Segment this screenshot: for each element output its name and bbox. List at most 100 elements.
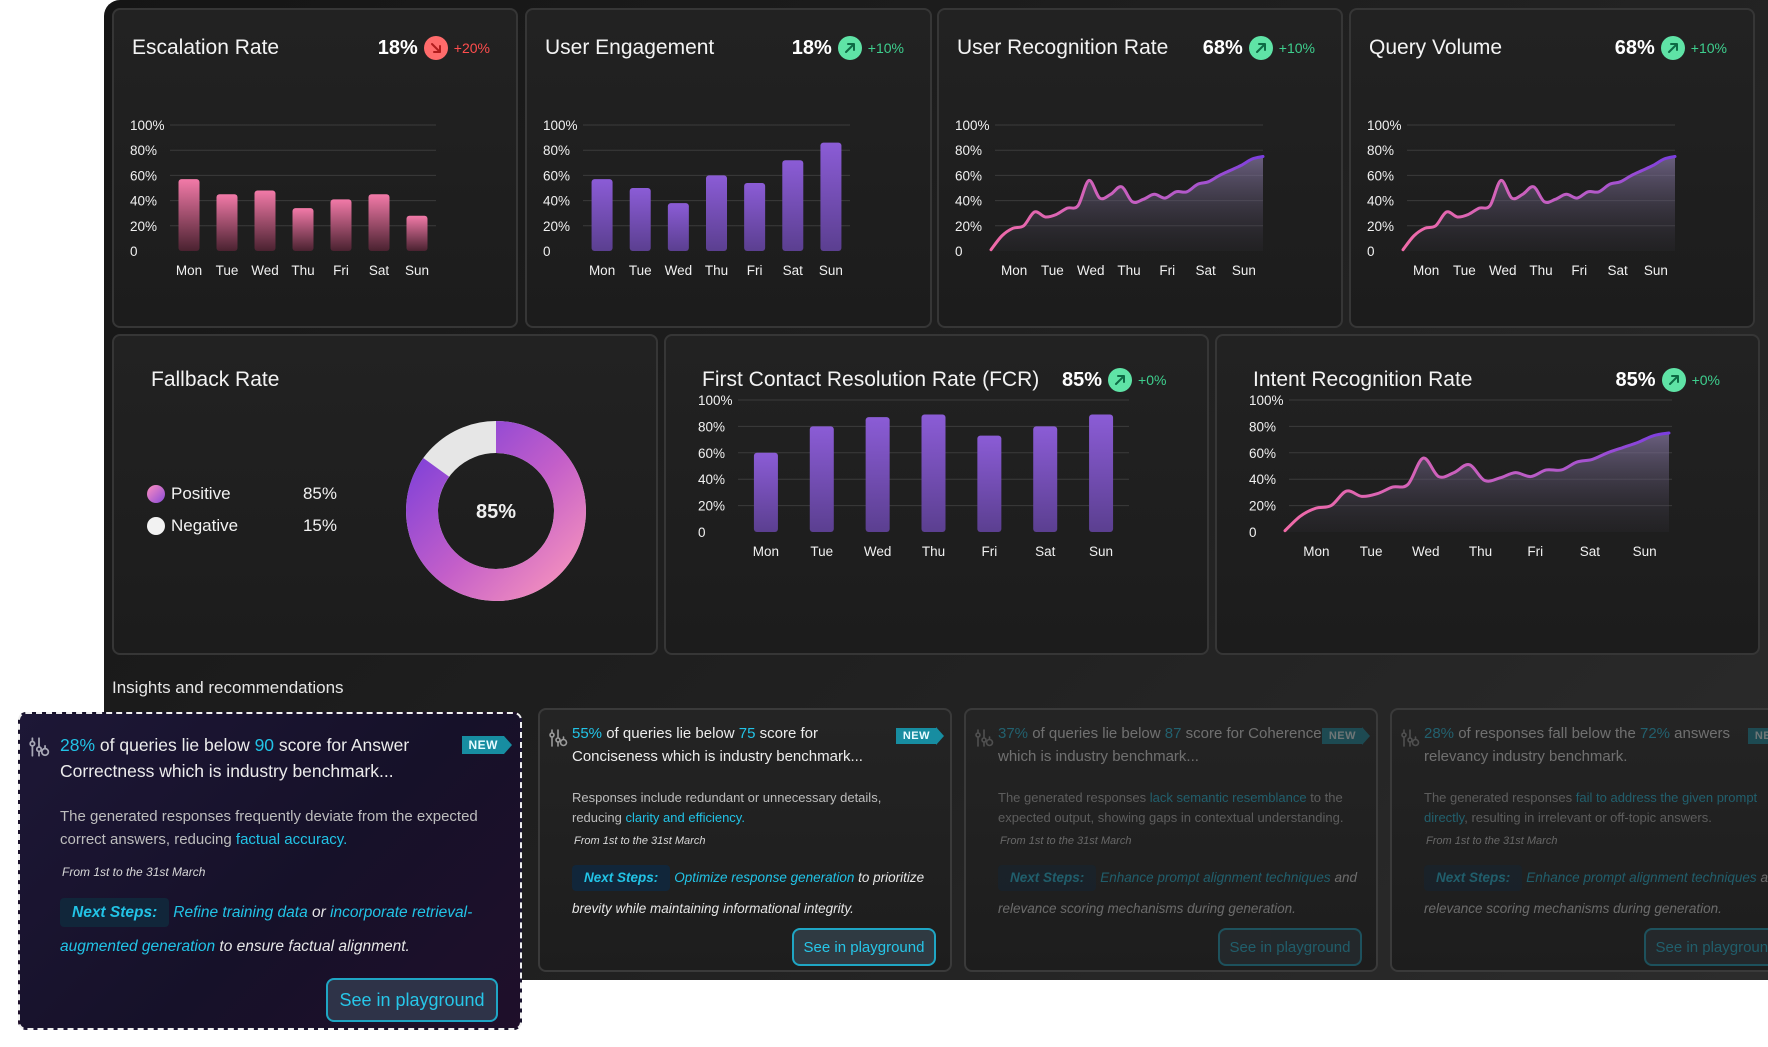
trend-text: +0% — [1691, 372, 1720, 388]
next-step-link[interactable]: Enhance prompt alignment techniques — [1100, 870, 1331, 885]
series-line — [989, 155, 1265, 252]
insight-headline: 55% of queries lie below 75 score for Co… — [572, 725, 863, 765]
y-tick-label: 80% — [1367, 143, 1394, 158]
y-tick-label: 0 — [1367, 244, 1375, 259]
new-badge: NEW — [895, 727, 944, 745]
fallback-rate-donut-chart: 85% — [406, 421, 586, 601]
trend-text: +10% — [1278, 40, 1315, 56]
insight-card-coherence[interactable]: 37% of queries lie below 87 score for Co… — [964, 708, 1378, 972]
metric-value: 68% — [1614, 36, 1655, 59]
x-tick-label: Wed — [864, 544, 892, 559]
insight-headline: 28% of responses fall below the 72% answ… — [1424, 725, 1731, 765]
x-tick-label: Fri — [1571, 263, 1587, 278]
x-tick-label: Tue — [1041, 263, 1064, 278]
insight-card-relevancy[interactable]: 28% of responses fall below the 72% answ… — [1390, 708, 1768, 972]
x-tick-label: Sat — [1607, 263, 1628, 278]
sliders-icon — [1400, 728, 1420, 753]
y-tick-label: 80% — [130, 143, 157, 158]
x-tick-label: Wed — [1412, 544, 1440, 559]
insight-description: The generated responses lack semantic re… — [998, 790, 1344, 825]
insight-date-range: From 1st to the 31st March — [574, 835, 706, 847]
y-tick-label: 0 — [1249, 525, 1257, 540]
bar — [254, 190, 276, 251]
legend-value: 15% — [302, 516, 337, 535]
x-tick-label: Sun — [1633, 544, 1657, 559]
positive-swatch-icon — [147, 485, 165, 503]
y-tick-label: 100% — [543, 118, 578, 133]
y-tick-label: 80% — [955, 143, 982, 158]
y-tick-label: 40% — [130, 194, 157, 209]
x-tick-label: Tue — [810, 544, 833, 559]
series-line — [1283, 431, 1671, 533]
x-tick-label: Sat — [369, 263, 390, 278]
next-step-link[interactable]: Refine training data — [173, 904, 308, 921]
x-tick-label: Sun — [1644, 263, 1668, 278]
next-step-link[interactable]: Optimize response generation — [674, 870, 855, 885]
negative-swatch-icon — [147, 517, 165, 535]
intent-recognition-rate-card: Intent Recognition Rate 85% +0% 0 20% 40% 6… — [1215, 334, 1760, 655]
y-tick-label: 0 — [543, 244, 551, 259]
bar — [178, 179, 200, 251]
next-step-link[interactable]: Enhance prompt alignment techniques — [1526, 870, 1757, 885]
see-in-playground-button[interactable]: See in playground — [1218, 928, 1362, 966]
new-badge: NEW — [1747, 727, 1768, 745]
y-tick-label: 100% — [698, 393, 733, 408]
y-tick-label: 40% — [1367, 194, 1394, 209]
trend-up-icon — [1660, 36, 1685, 60]
insight-card-conciseness[interactable]: 55% of queries lie below 75 score for Co… — [538, 708, 952, 972]
see-in-playground-button[interactable]: See in playground — [1644, 928, 1768, 966]
x-tick-label: Fri — [333, 263, 349, 278]
series-line — [1401, 155, 1677, 252]
query-volume-chart: 0 20% 40% 60% 80% 100% Mon Tue Wed Thu Fri Sat Sun — [1367, 118, 1677, 278]
x-tick-label: Mon — [589, 263, 615, 278]
x-tick-label: Mon — [176, 263, 202, 278]
see-in-playground-button[interactable]: See in playground — [792, 928, 936, 966]
y-tick-label: 40% — [1249, 472, 1276, 487]
next-step-link[interactable]: incorporate retrieval-augmented generati… — [60, 904, 473, 956]
card-title: User Recognition Rate — [957, 36, 1169, 59]
x-tick-label: Mon — [753, 544, 779, 559]
trend-up-icon — [1108, 368, 1133, 392]
y-tick-label: 80% — [698, 419, 725, 434]
x-tick-label: Sun — [819, 263, 843, 278]
trend-down-icon — [423, 36, 448, 60]
y-tick-label: 20% — [1249, 499, 1276, 514]
metric: 18% +10% — [792, 36, 904, 60]
metric: 18% +20% — [378, 36, 490, 60]
see-in-playground-button[interactable]: See in playground — [326, 978, 498, 1022]
metric-value: 85% — [1062, 368, 1103, 391]
legend-negative: Negative 15% — [147, 516, 337, 536]
area-fill — [1403, 156, 1675, 251]
x-tick-label: Thu — [705, 263, 728, 278]
user-recognition-rate-card: User Recognition Rate 68% +10% 0 20% 40% 60… — [937, 8, 1343, 328]
bar — [921, 414, 946, 532]
x-tick-label: Fri — [747, 263, 763, 278]
escalation-rate-card: Escalation Rate 18% +20% 0 20% 40% 60% 80% 10… — [112, 8, 518, 328]
x-tick-label: Sun — [1232, 263, 1256, 278]
trend-text: +20% — [453, 40, 490, 56]
y-tick-label: 100% — [130, 118, 165, 133]
user-recognition-rate-chart: 0 20% 40% 60% 80% 100% Mon Tue Wed Thu Fri Sat Sun — [955, 118, 1265, 278]
x-tick-label: Mon — [1413, 263, 1439, 278]
card-title: Intent Recognition Rate — [1253, 368, 1473, 391]
x-tick-label: Sat — [1580, 544, 1601, 559]
insight-card-answer-correctness[interactable]: 28% of queries lie below 90 score for An… — [18, 712, 522, 1030]
insight-next-steps: Next Steps: Enhance prompt alignment tech… — [1424, 862, 1768, 924]
metric: 68% +10% — [1203, 36, 1315, 60]
y-tick-label: 40% — [698, 472, 725, 487]
y-tick-label: 20% — [130, 219, 157, 234]
x-tick-label: Fri — [1159, 263, 1175, 278]
fcr-card: First Contact Resolution Rate (FCR) 85% … — [664, 334, 1209, 655]
donut-slice-positive — [406, 421, 586, 601]
x-tick-label: Tue — [629, 263, 652, 278]
insight-next-steps: Next Steps: Optimize response generation … — [572, 862, 947, 924]
card-title: Query Volume — [1369, 36, 1503, 59]
x-tick-label: Tue — [1360, 544, 1383, 559]
x-tick-label: Wed — [665, 263, 693, 278]
insight-next-steps: Next Steps: Refine training data or incor… — [60, 896, 512, 964]
escalation-rate-chart: 0 20% 40% 60% 80% 100% Mon Tue Wed Thu Fri Sat Sun — [130, 118, 436, 278]
user-engagement-chart: 0 20% 40% 60% 80% 100% Mon Tue Wed Thu Fri Sat Sun — [543, 118, 850, 278]
x-tick-label: Thu — [1117, 263, 1140, 278]
x-tick-label: Tue — [1453, 263, 1476, 278]
intent-recognition-rate-chart: 0 20% 40% 60% 80% 100% Mon Tue Wed Thu Fri Sat Sun — [1249, 393, 1672, 559]
